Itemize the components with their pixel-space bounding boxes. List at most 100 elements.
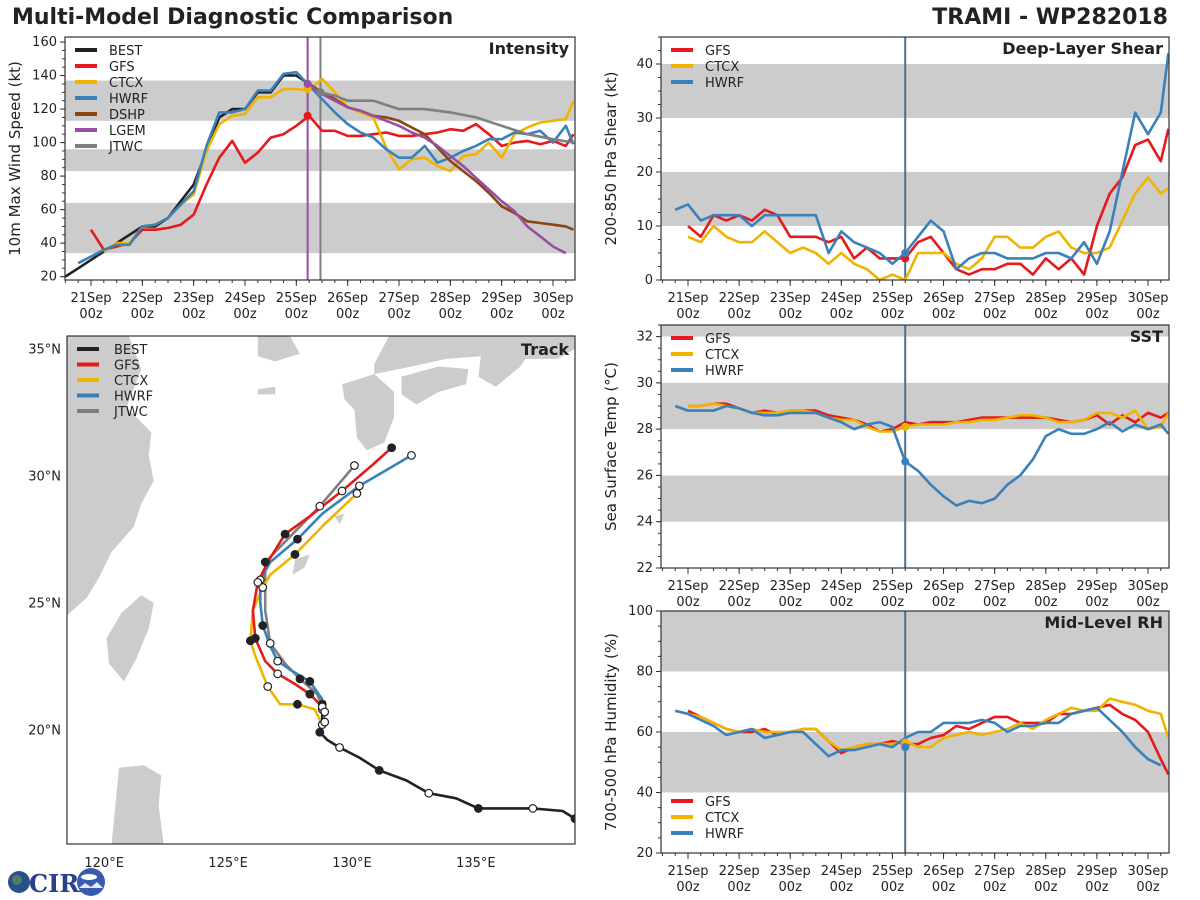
x-tick-label: 21Sep [667,579,708,594]
track-marker-hwrf [407,450,416,460]
x-tick-label-hour: 00z [830,307,854,322]
x-tick-label: 26Sep [923,291,964,306]
legend-label-ctcx: CTCX [109,76,143,91]
x-tick-label: 30Sep [1127,579,1168,594]
x-tick-label-hour: 00z [779,307,803,322]
marker-jtwc [316,88,325,97]
shaded-band [661,475,1169,522]
legend-label-best: BEST [109,44,142,59]
series-line-ctcx [688,402,1169,433]
rh-panel: 2040608010021Sep00z22Sep00z23Sep00z24Sep… [602,604,1170,895]
lat-tick-label: 35°N [28,343,61,358]
track-line-gfs [251,446,393,713]
x-tick-label: 23Sep [770,864,811,879]
y-axis-label: 10m Max Wind Speed (kt) [6,61,24,256]
y-tick-label: 20 [636,165,653,180]
y-tick-label: 22 [636,561,653,576]
shear-panel: 01020304021Sep00z22Sep00z23Sep00z24Sep00… [602,36,1170,322]
y-tick-label: 0 [645,273,653,288]
marker-hwrf [901,743,910,752]
land-kyushu [342,374,395,451]
legend-label-ctcx: CTCX [705,348,739,363]
shaded-band [661,382,1169,430]
x-tick-label-hour: 00z [490,307,514,322]
series-line-jtwc [320,91,574,144]
x-tick-label-hour: 00z [1085,880,1109,895]
x-tick-label-hour: 00z [1136,595,1160,610]
y-axis-label: 200-850 hPa Shear (kt) [602,72,620,246]
track-marker-hwrf [258,621,268,630]
track-marker-gfs [280,529,290,539]
track-marker-ctcx [352,489,362,498]
x-tick-label-hour: 00z [1136,307,1160,322]
x-tick-label-hour: 00z [779,595,803,610]
x-tick-label-hour: 00z [727,880,751,895]
legend-label-lgem: LGEM [109,124,146,139]
x-tick-label-hour: 00z [932,880,956,895]
x-tick-label: 27Sep [974,579,1015,594]
x-tick-label-hour: 00z [676,307,700,322]
x-tick-label-hour: 00z [541,307,565,322]
legend-label-ctcx: CTCX [705,811,739,826]
land-jeju [257,386,276,395]
x-tick-label: 24Sep [224,291,265,306]
series-group [674,402,1169,507]
x-tick-label-hour: 00z [983,595,1007,610]
track-marker-jtwc [260,557,270,567]
track-marker-best [424,788,434,798]
track-marker-gfs [273,669,283,679]
marker-ctcx [901,422,910,431]
x-tick-label-hour: 00z [881,595,905,610]
x-tick-label: 21Sep [70,291,111,306]
series-line-hwrf [674,53,1169,271]
y-tick-label: 100 [628,604,653,619]
x-tick-label: 28Sep [430,291,471,306]
x-tick-label: 27Sep [974,291,1015,306]
land-taiwan [106,595,154,682]
y-tick-label: 32 [636,330,653,345]
track-marker-gfs [250,633,260,643]
track-line-best [318,700,575,820]
y-tick-label: 40 [40,236,57,251]
cira-logo: CIRA [8,868,105,898]
y-tick-label: 160 [32,35,57,50]
series-line-hwrf [77,70,575,265]
x-tick-label: 28Sep [1025,864,1066,879]
track-marker-ctcx [293,699,302,709]
x-tick-label: 29Sep [1076,291,1117,306]
y-tick-label: 60 [40,203,57,218]
track-marker-jtwc [295,674,305,684]
x-tick-label: 23Sep [173,291,214,306]
x-tick-label: 28Sep [1025,579,1066,594]
x-tick-label: 23Sep [770,291,811,306]
x-tick-label: 27Sep [378,291,419,306]
shaded-band [661,732,1169,793]
x-tick-label-hour: 00z [830,880,854,895]
x-tick-label: 24Sep [821,579,862,594]
land-china-coast [67,336,154,616]
land-luzon [111,765,164,844]
track-marker-hwrf [293,534,302,544]
x-tick-label: 27Sep [974,864,1015,879]
x-tick-label: 22Sep [719,291,760,306]
y-tick-label: 30 [636,376,653,391]
x-tick-label: 25Sep [872,864,913,879]
axes-frame [64,36,576,281]
lon-tick-label: 135°E [456,856,496,871]
legend-label-best: BEST [114,343,147,358]
x-tick-label-hour: 00z [1034,595,1058,610]
track-line-jtwc [263,464,356,708]
x-tick-label: 24Sep [821,291,862,306]
track-marker-gfs [253,577,263,587]
land-honshu [374,336,575,387]
panel-title: SST [1130,327,1163,346]
track-marker-gfs [387,443,397,453]
shaded-band [661,325,1169,337]
y-tick-label: 100 [32,136,57,151]
shaded-band [661,64,1169,118]
track-marker-ctcx [263,682,273,691]
marker-gfs [303,111,312,120]
cloud-badge-icon [77,868,105,896]
marker-hwrf [901,457,910,466]
legend-label-gfs: GFS [705,44,731,59]
